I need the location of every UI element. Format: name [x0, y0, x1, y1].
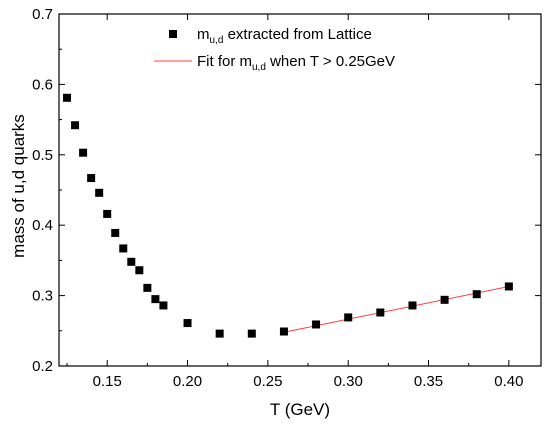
data-point	[408, 301, 417, 310]
data-point	[279, 327, 288, 336]
legend-label-fit-sub: u,d	[252, 62, 266, 73]
legend-label-fit-main: Fit for m	[197, 53, 252, 70]
data-point	[135, 266, 144, 275]
data-point	[344, 313, 353, 322]
data-point	[119, 244, 128, 253]
x-tick-label: 0.30	[334, 373, 363, 390]
x-tick-label: 0.40	[494, 373, 523, 390]
legend-label-lattice-rest: extracted from Lattice	[223, 26, 371, 43]
legend-label-lattice: mu,d extracted from Lattice	[197, 26, 372, 46]
x-axis-title: T (GeV)	[270, 400, 330, 419]
y-tick-label: 0.5	[32, 147, 53, 164]
legend-label-lattice-main: m	[197, 26, 210, 43]
data-point	[87, 174, 96, 183]
data-point	[215, 329, 224, 338]
data-point	[143, 283, 152, 292]
data-point	[71, 121, 80, 130]
data-point	[103, 209, 112, 218]
data-point	[472, 290, 481, 299]
legend-label-fit-rest: when T > 0.25GeV	[266, 53, 395, 70]
legend-label-lattice-sub: u,d	[210, 35, 224, 46]
data-point	[247, 329, 256, 338]
fit-line	[283, 285, 509, 333]
x-tick-label: 0.35	[414, 373, 443, 390]
legend-marker-lattice	[169, 30, 177, 38]
data-point	[440, 295, 449, 304]
data-point	[95, 188, 104, 197]
y-tick-label: 0.2	[32, 358, 53, 375]
x-tick-label: 0.25	[253, 373, 282, 390]
data-point	[63, 93, 72, 102]
data-point	[312, 320, 321, 329]
y-tick-label: 0.7	[32, 6, 53, 23]
data-point	[79, 148, 88, 157]
data-point	[159, 301, 168, 310]
y-tick-label: 0.4	[32, 217, 53, 234]
y-tick-label: 0.3	[32, 288, 53, 305]
data-point	[376, 308, 385, 317]
data-point	[111, 228, 120, 237]
data-point	[504, 282, 513, 291]
data-point	[127, 257, 136, 266]
legend: mu,d extracted from Lattice Fit for mu,d…	[154, 26, 395, 73]
legend-label-fit: Fit for mu,d when T > 0.25GeV	[197, 53, 395, 73]
data-point	[151, 295, 160, 304]
data-point	[183, 319, 192, 328]
y-axis-title: mass of u,d quarks	[9, 114, 28, 258]
y-tick-label: 0.6	[32, 76, 53, 93]
series-layer	[63, 93, 513, 338]
x-tick-label: 0.20	[173, 373, 202, 390]
x-axis: 0.15 0.20 0.25 0.30 0.35 0.40	[66, 14, 523, 390]
y-axis: 0.2 0.3 0.4 0.5 0.6 0.7	[32, 6, 541, 375]
x-tick-label: 0.15	[93, 373, 122, 390]
